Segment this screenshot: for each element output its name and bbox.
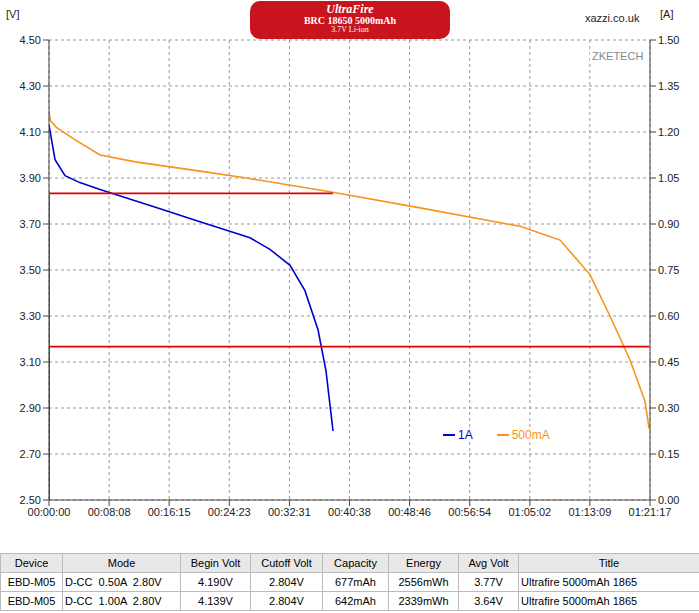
html-text:Ultrafire 5000mAh 1865: Ultrafire 5000mAh 1865 — [521, 576, 638, 588]
html-text:D-CC 0.50A 2.80V: D-CC 0.50A 2.80V — [65, 576, 162, 588]
html-text:Mode: Mode — [107, 557, 136, 569]
svg-text:00:00:00: 00:00:00 — [28, 506, 71, 518]
svg-text:00:24:23: 00:24:23 — [208, 506, 251, 518]
svg-text:01:13:09: 01:13:09 — [568, 506, 611, 518]
html-text:2556mWh: 2556mWh — [398, 576, 449, 588]
html-text:3.64V: 3.64V — [474, 595, 503, 607]
html-text:642mAh: 642mAh — [335, 595, 376, 607]
html-text:BRC 18650 5000mAh: BRC 18650 5000mAh — [303, 14, 397, 26]
svg-text:00:08:08: 00:08:08 — [88, 506, 131, 518]
svg-text:0.00: 0.00 — [658, 494, 679, 506]
svg-text:4.10: 4.10 — [20, 126, 41, 138]
html-text:500mA: 500mA — [511, 428, 550, 442]
html-text:xazzi.co.uk: xazzi.co.uk — [585, 12, 640, 24]
html-text:UltraFire: UltraFire — [326, 2, 374, 16]
svg-text:3.30: 3.30 — [20, 310, 41, 322]
svg-text:00:48:46: 00:48:46 — [388, 506, 431, 518]
html-text:3.7V Li-ion: 3.7V Li-ion — [331, 25, 369, 35]
svg-text:0.45: 0.45 — [658, 356, 679, 368]
html-text:4.139V: 4.139V — [198, 595, 233, 607]
svg-text:1.05: 1.05 — [658, 172, 679, 184]
svg-text:1.35: 1.35 — [658, 80, 679, 92]
svg-text:3.10: 3.10 — [20, 356, 41, 368]
svg-text:0.30: 0.30 — [658, 402, 679, 414]
html-text:1A: 1A — [458, 428, 473, 442]
html-text:2.804V: 2.804V — [269, 576, 304, 588]
svg-text:00:40:38: 00:40:38 — [328, 506, 371, 518]
svg-text:4.50: 4.50 — [20, 34, 41, 46]
html-text:4.190V: 4.190V — [198, 576, 233, 588]
html-text:Avg Volt: Avg Volt — [468, 557, 509, 569]
svg-text:01:21:17: 01:21:17 — [629, 506, 672, 518]
html-text:2339mWh: 2339mWh — [398, 595, 449, 607]
html-text:Device: Device — [14, 557, 49, 569]
html-text:Ultrafire 5000mAh 1865: Ultrafire 5000mAh 1865 — [521, 595, 638, 607]
html-text:677mAh: 677mAh — [335, 576, 376, 588]
svg-text:4.30: 4.30 — [20, 80, 41, 92]
svg-text:0.15: 0.15 — [658, 448, 679, 460]
html-text:Energy: Energy — [406, 557, 441, 569]
svg-text:2.50: 2.50 — [20, 494, 41, 506]
html-text:[V]: [V] — [6, 8, 20, 20]
svg-text:0.60: 0.60 — [658, 310, 679, 322]
html-text:[A]: [A] — [660, 8, 674, 20]
html-text:Cutoff Volt: Cutoff Volt — [261, 557, 312, 569]
html-text:EBD-M05: EBD-M05 — [7, 595, 56, 607]
html-text:EBD-M05: EBD-M05 — [7, 576, 56, 588]
svg-text:00:16:15: 00:16:15 — [148, 506, 191, 518]
html-text:ZKETECH: ZKETECH — [592, 50, 644, 62]
html-text:Title: Title — [598, 557, 620, 569]
svg-text:3.50: 3.50 — [20, 264, 41, 276]
svg-text:3.70: 3.70 — [20, 218, 41, 230]
svg-text:1.50: 1.50 — [658, 34, 679, 46]
svg-text:00:32:31: 00:32:31 — [268, 506, 311, 518]
html-text:Capacity: Capacity — [334, 557, 377, 569]
svg-text:00:56:54: 00:56:54 — [448, 506, 491, 518]
svg-text:2.90: 2.90 — [20, 402, 41, 414]
svg-text:2.70: 2.70 — [20, 448, 41, 460]
svg-text:1.20: 1.20 — [658, 126, 679, 138]
html-text:2.804V: 2.804V — [269, 595, 304, 607]
html-text:D-CC 1.00A 2.80V: D-CC 1.00A 2.80V — [65, 595, 162, 607]
svg-text:01:05:02: 01:05:02 — [508, 506, 551, 518]
svg-text:3.90: 3.90 — [20, 172, 41, 184]
svg-text:0.90: 0.90 — [658, 218, 679, 230]
html-text:3.77V: 3.77V — [474, 576, 503, 588]
svg-text:0.75: 0.75 — [658, 264, 679, 276]
html-text:Begin Volt: Begin Volt — [190, 557, 241, 569]
